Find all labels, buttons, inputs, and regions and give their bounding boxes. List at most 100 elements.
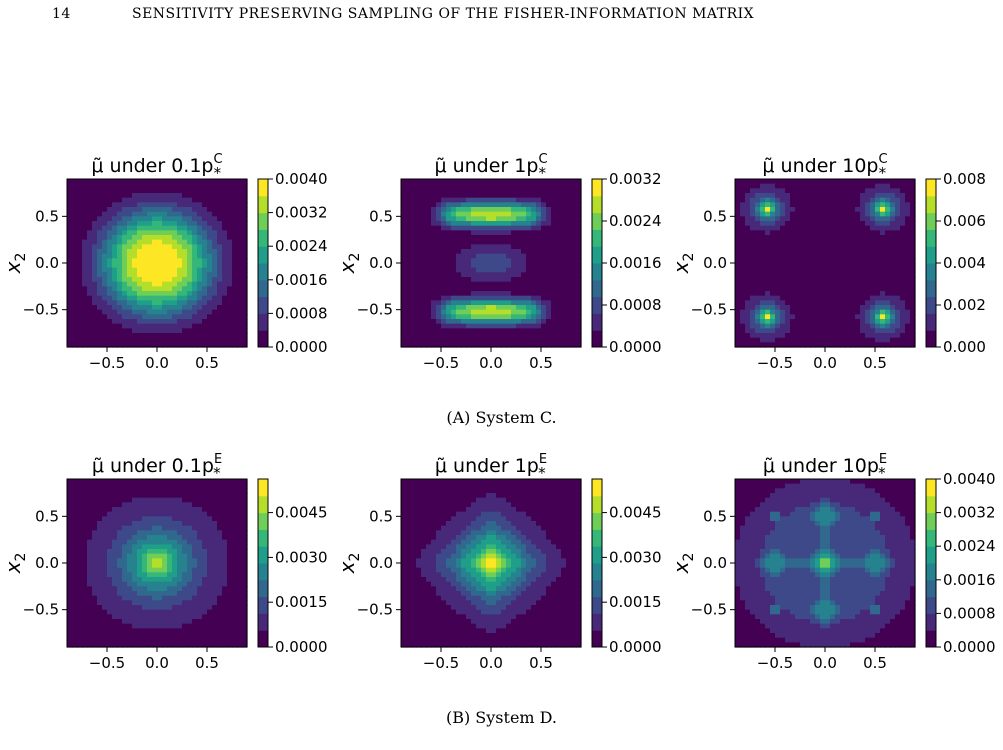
x-axis-label: x1 — [480, 373, 502, 380]
x-axis-label: x1 — [814, 373, 836, 380]
x-tick-label: 0.0 — [479, 654, 503, 672]
contour-plot: μ̃ under 0.1pC*−0.50.00.50.50.0−0.5x1x20… — [0, 150, 330, 380]
colorbar-tick-label: 0.0030 — [609, 548, 662, 566]
x-tick-label: 0.0 — [145, 354, 169, 372]
x-tick-label: 0.5 — [863, 654, 887, 672]
colorbar-tick-label: 0.006 — [943, 212, 986, 230]
x-tick-label: −0.5 — [89, 354, 125, 372]
x-tick-label: 0.0 — [145, 654, 169, 672]
running-title: SENSITIVITY PRESERVING SAMPLING OF THE F… — [132, 6, 754, 22]
x-tick-label: −0.5 — [423, 354, 459, 372]
y-tick-label: −0.5 — [357, 301, 393, 319]
colorbar-tick-label: 0.0000 — [609, 638, 662, 656]
x-tick-label: 0.5 — [529, 654, 553, 672]
x-axis-label: x1 — [146, 673, 168, 680]
colorbar-tick-label: 0.0016 — [943, 571, 996, 589]
x-tick-label: −0.5 — [757, 354, 793, 372]
y-tick-label: 0.5 — [35, 507, 59, 525]
subfigure-system-d: μ̃ under 0.1pE* −0.5 0.0 0.5 0.5 0.0 −0.5 x1 x2 0… — [0, 450, 1003, 750]
contour-field — [67, 479, 248, 648]
y-tick-label: 0.5 — [369, 207, 393, 225]
colorbar-tick-label: 0.004 — [943, 254, 986, 272]
page-header: 14 SENSITIVITY PRESERVING SAMPLING OF TH… — [0, 6, 1003, 26]
plot-panel: μ̃ under 1pC*−0.50.00.50.50.0−0.5x1x20.0… — [334, 150, 664, 380]
colorbar-tick-label: 0.0000 — [609, 338, 662, 356]
x-tick-label: 0.0 — [479, 354, 503, 372]
colorbar-tick-label: 0.0015 — [275, 593, 328, 611]
panel-title: μ̃ under 10pC* — [762, 152, 887, 182]
y-axis-label: x2 — [335, 553, 363, 575]
colorbar: 0.0040 0.0032 0.0024 0.0016 0.0008 0.0000 — [926, 470, 996, 656]
contour-plot: μ̃ under 0.1pE*−0.50.00.50.50.0−0.5x1x20… — [0, 450, 330, 680]
y-tick-label: −0.5 — [23, 601, 59, 619]
plot-panel: μ̃ under 10pC*−0.50.00.50.50.0−0.5x1x20.… — [668, 150, 998, 380]
y-tick-label: 0.0 — [35, 254, 59, 272]
contour-plot: μ̃ under 10pE*−0.50.00.50.50.0−0.5x1x20.… — [668, 450, 998, 680]
panel-title: μ̃ under 10pE* — [763, 452, 887, 482]
colorbar: 0.008 0.006 0.004 0.002 0.000 — [926, 170, 986, 356]
colorbar-tick-label: 0.0008 — [609, 296, 662, 314]
plot-panel: μ̃ under 10pE*−0.50.00.50.50.0−0.5x1x20.… — [668, 450, 998, 680]
colorbar-tick-label: 0.0015 — [609, 593, 662, 611]
y-axis-label: x2 — [669, 253, 697, 275]
y-tick-label: −0.5 — [357, 601, 393, 619]
colorbar-tick-label: 0.0024 — [943, 537, 996, 555]
x-tick-label: −0.5 — [423, 654, 459, 672]
plot-panel: μ̃ under 0.1pC*−0.50.00.50.50.0−0.5x1x20… — [0, 150, 330, 380]
colorbar-tick-label: 0.0032 — [943, 504, 996, 522]
colorbar: 0.0045 0.0030 0.0015 0.0000 — [592, 479, 662, 656]
x-axis-label: x1 — [814, 673, 836, 680]
colorbar-tick-label: 0.0016 — [609, 254, 662, 272]
colorbar-tick-label: 0.0000 — [275, 338, 328, 356]
y-tick-label: 0.0 — [369, 554, 393, 572]
colorbar-tick-label: 0.0024 — [275, 237, 328, 255]
y-tick-label: 0.0 — [703, 254, 727, 272]
contour-plot: μ̃ under 1pC*−0.50.00.50.50.0−0.5x1x20.0… — [334, 150, 664, 380]
x-axis-label: x1 — [146, 373, 168, 380]
y-tick-label: 0.5 — [703, 507, 727, 525]
y-tick-label: 0.0 — [369, 254, 393, 272]
contour-field — [401, 479, 582, 648]
colorbar-tick-label: 0.0030 — [275, 548, 328, 566]
x-tick-label: 0.5 — [529, 354, 553, 372]
plot-panel: μ̃ under 0.1pE*−0.50.00.50.50.0−0.5x1x20… — [0, 450, 330, 680]
contour-field — [735, 179, 916, 348]
colorbar-tick-label: 0.0000 — [943, 638, 996, 656]
y-tick-label: 0.0 — [703, 554, 727, 572]
panel-title: μ̃ under 0.1pE* — [92, 452, 222, 482]
x-tick-label: 0.0 — [813, 654, 837, 672]
colorbar-tick-label: 0.0040 — [275, 170, 328, 188]
y-tick-label: −0.5 — [691, 601, 727, 619]
page-number: 14 — [52, 6, 71, 22]
colorbar-tick-label: 0.0045 — [275, 504, 328, 522]
colorbar-tick-label: 0.0016 — [275, 271, 328, 289]
colorbar-tick-label: 0.0032 — [275, 204, 328, 222]
y-axis-label: x2 — [1, 553, 29, 575]
x-tick-label: 0.5 — [195, 354, 219, 372]
colorbar-tick-label: 0.000 — [943, 338, 986, 356]
y-tick-label: 0.5 — [703, 207, 727, 225]
colorbar-tick-label: 0.0024 — [609, 212, 662, 230]
plot-panel: μ̃ under 1pE*−0.50.00.50.50.0−0.5x1x20.0… — [334, 450, 664, 680]
x-tick-label: 0.5 — [863, 354, 887, 372]
contour-field — [67, 179, 248, 348]
y-axis-label: x2 — [1, 253, 29, 275]
y-tick-label: 0.5 — [369, 507, 393, 525]
subfigure-caption: (B) System D. — [0, 708, 1003, 727]
panel-title: μ̃ under 0.1pC* — [91, 152, 222, 182]
contour-plot: μ̃ under 10pC*−0.50.00.50.50.0−0.5x1x20.… — [668, 150, 998, 380]
y-axis-label: x2 — [669, 553, 697, 575]
subfigure-system-c: μ̃ under 0.1pC* −0.5 0.0 0.5 0.5 0.0 −0.5 x1 x2 0… — [0, 150, 1003, 450]
colorbar-tick-label: 0.008 — [943, 170, 986, 188]
y-tick-label: −0.5 — [691, 301, 727, 319]
colorbar-tick-label: 0.0040 — [943, 470, 996, 488]
y-tick-label: −0.5 — [23, 301, 59, 319]
colorbar-tick-label: 0.002 — [943, 296, 986, 314]
colorbar-tick-label: 0.0008 — [943, 604, 996, 622]
contour-field — [401, 179, 582, 348]
colorbar-tick-label: 0.0045 — [609, 504, 662, 522]
y-tick-label: 0.0 — [35, 554, 59, 572]
